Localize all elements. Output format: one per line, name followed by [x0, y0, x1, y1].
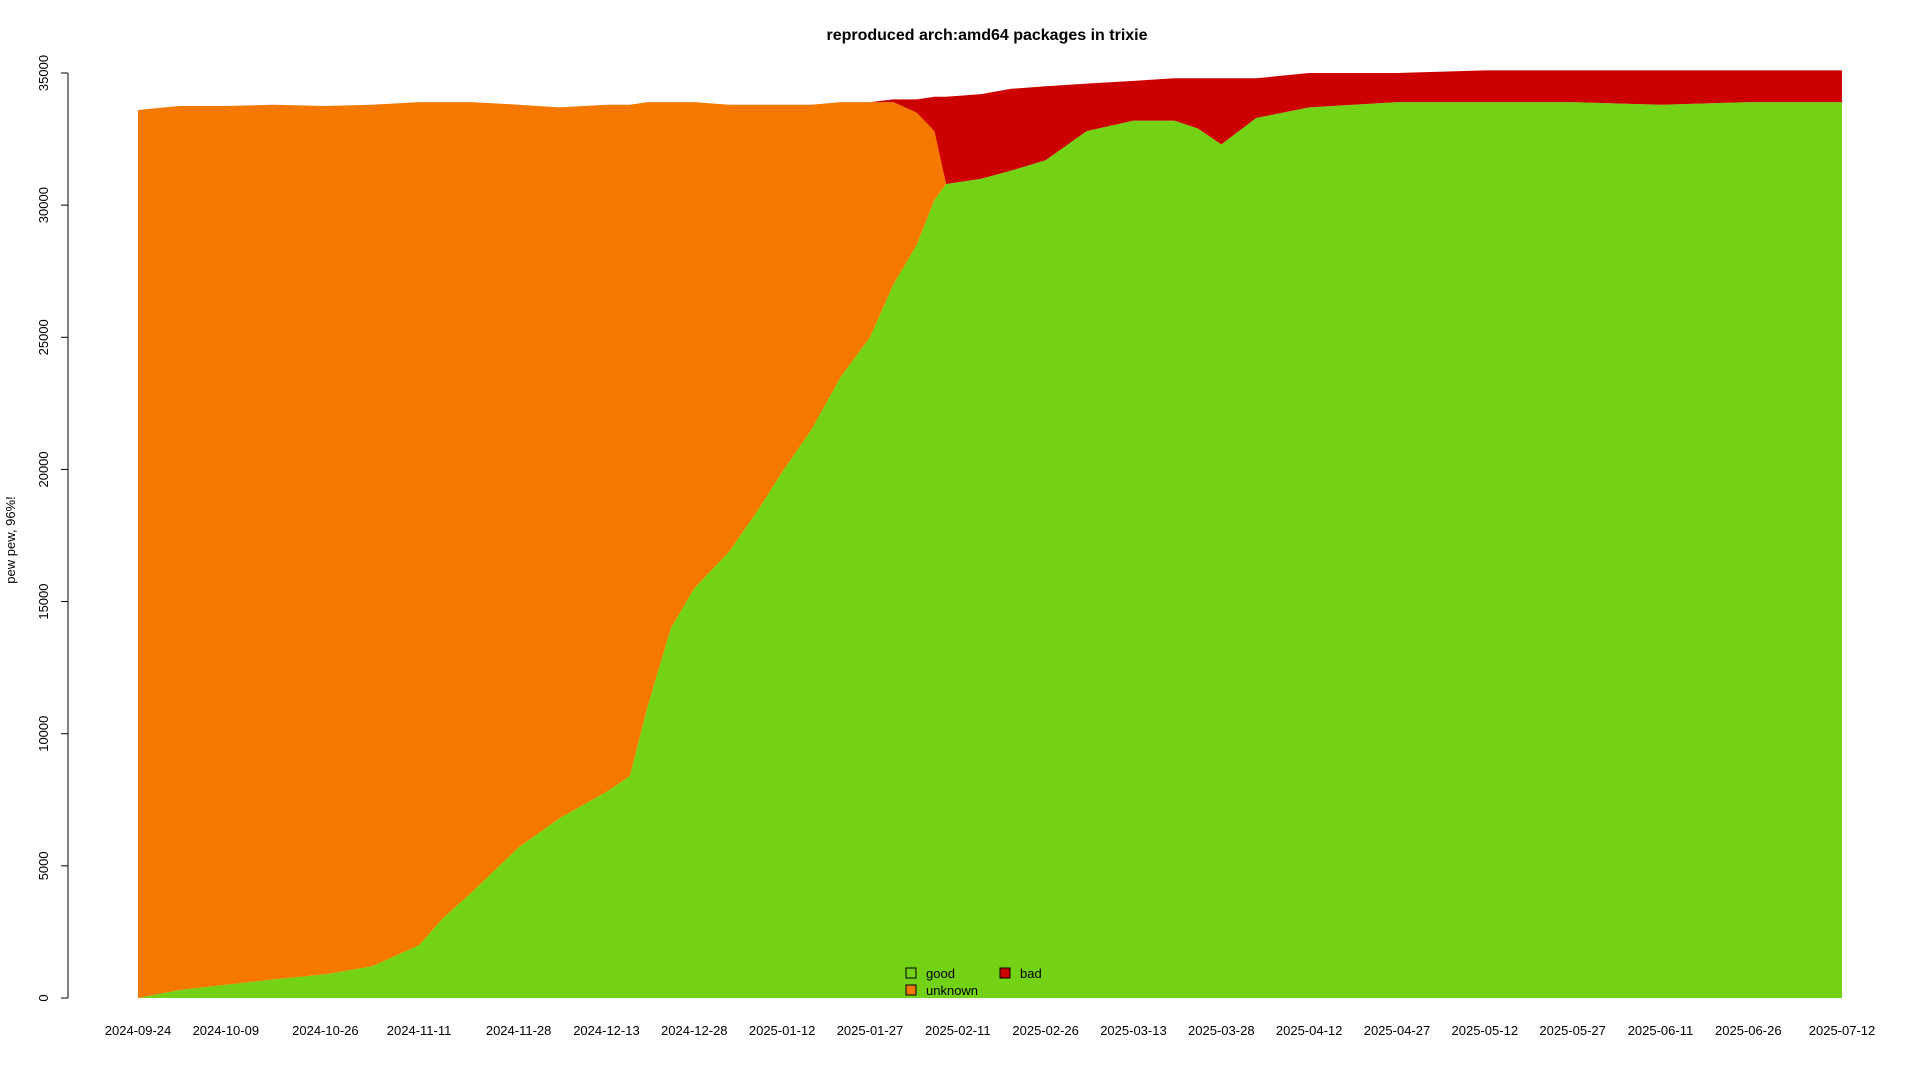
- legend: good unknown bad: [905, 966, 1042, 998]
- x-tick-label: 2025-03-28: [1188, 1023, 1255, 1038]
- x-tick-label: 2025-05-12: [1452, 1023, 1519, 1038]
- y-tick-label: 35000: [36, 55, 51, 91]
- x-tick-label: 2024-12-13: [573, 1023, 640, 1038]
- x-tick-label: 2025-07-12: [1809, 1023, 1876, 1038]
- area-good: [138, 102, 1842, 999]
- x-tick-label: 2024-11-28: [486, 1023, 552, 1038]
- x-tick-label: 2025-01-12: [749, 1023, 816, 1038]
- area-bad: [138, 70, 1842, 184]
- x-tick-label: 2024-11-11: [387, 1023, 452, 1038]
- x-tick-label: 2025-01-27: [837, 1023, 904, 1038]
- x-tick-label: 2025-02-11: [925, 1023, 991, 1038]
- x-tick-label: 2024-10-09: [193, 1023, 260, 1038]
- x-tick-label: 2025-06-11: [1628, 1023, 1694, 1038]
- legend-label-good: good: [926, 966, 955, 981]
- legend-swatch-good: [905, 967, 917, 979]
- y-tick-label: 5000: [36, 851, 51, 880]
- x-tick-label: 2025-02-26: [1012, 1023, 1079, 1038]
- x-tick-label: 2025-06-26: [1715, 1023, 1782, 1038]
- chart-title: reproduced arch:amd64 packages in trixie: [826, 27, 1147, 44]
- x-tick-label: 2025-03-13: [1100, 1023, 1167, 1038]
- x-tick-label: 2024-10-26: [292, 1023, 359, 1038]
- x-tick-label: 2024-09-24: [105, 1023, 172, 1038]
- x-tick-label: 2024-12-28: [661, 1023, 728, 1038]
- y-tick-label: 30000: [36, 187, 51, 223]
- x-tick-label: 2025-04-27: [1364, 1023, 1431, 1038]
- x-axis: 2024-09-24 2024-10-09 2024-10-26 2024-11-11…: [105, 1023, 1876, 1038]
- legend-label-bad: bad: [1020, 966, 1042, 981]
- area-unknown: [138, 102, 1842, 999]
- legend-label-unknown: unknown: [926, 983, 978, 998]
- x-tick-label: 2025-05-27: [1539, 1023, 1606, 1038]
- legend-swatch-bad: [999, 967, 1011, 979]
- plot-area: [138, 70, 1842, 999]
- y-tick-label: 25000: [36, 319, 51, 355]
- y-tick-label: 0: [36, 994, 51, 1001]
- y-tick-label: 10000: [36, 716, 51, 752]
- y-tick-label: 15000: [36, 583, 51, 619]
- legend-swatch-unknown: [905, 984, 917, 996]
- y-axis-label: pew pew, 96%!: [3, 496, 18, 583]
- x-tick-label: 2025-04-12: [1276, 1023, 1343, 1038]
- y-tick-label: 20000: [36, 451, 51, 487]
- y-axis: 0 5000 10000 15000 20000 25000 30000 35000: [36, 55, 69, 1002]
